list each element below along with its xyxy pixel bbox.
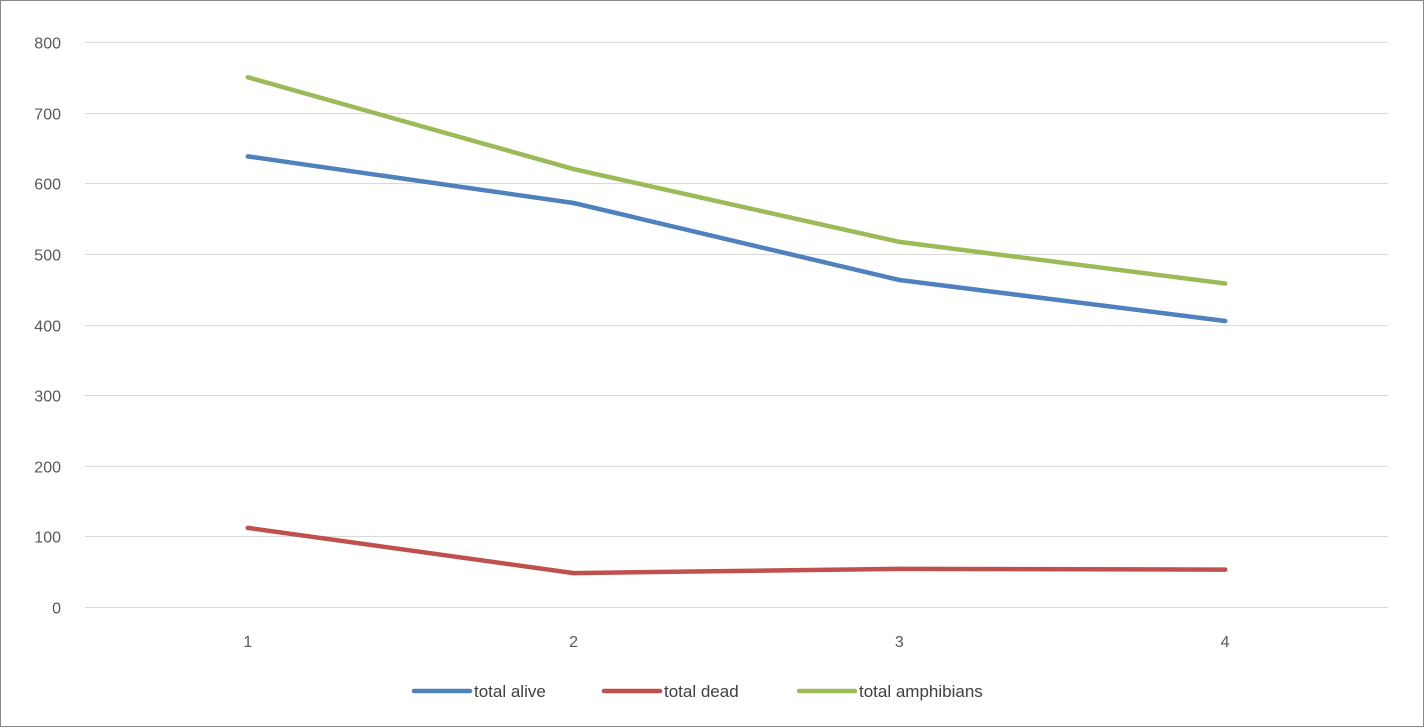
y-tick-label: 800 (34, 36, 61, 53)
x-tick-label: 1 (243, 634, 252, 651)
series-lines (245, 75, 1228, 576)
y-tick-label: 400 (34, 319, 61, 336)
gridlines (85, 42, 1388, 608)
data-point (571, 200, 576, 206)
data-point (897, 277, 902, 283)
x-tick-label: 2 (569, 634, 578, 651)
data-point (1222, 281, 1228, 286)
series-line-total-alive (245, 154, 1228, 324)
data-point (897, 239, 902, 245)
legend-label: total alive (474, 682, 546, 701)
x-tick-label: 3 (895, 634, 904, 651)
legend-label: total amphibians (859, 682, 983, 701)
data-point (571, 166, 576, 172)
x-axis-tick-labels: 1 2 3 4 (243, 634, 1229, 651)
data-point (245, 525, 251, 531)
y-tick-label: 600 (34, 177, 61, 194)
series-line-total-amphibians (245, 75, 1228, 286)
data-point (1222, 567, 1228, 572)
data-point (1222, 318, 1228, 324)
y-tick-label: 0 (52, 601, 61, 618)
series-line-total-dead (245, 525, 1228, 576)
y-axis-tick-labels: 0 100 200 300 400 500 600 700 800 (34, 36, 61, 618)
y-tick-label: 700 (34, 107, 61, 124)
data-point (897, 566, 902, 572)
y-tick-label: 100 (34, 530, 61, 547)
y-tick-label: 200 (34, 460, 61, 477)
data-point (245, 154, 251, 159)
x-tick-label: 4 (1221, 634, 1230, 651)
y-tick-label: 300 (34, 389, 61, 406)
legend: total alive total dead total amphibians (411, 682, 983, 701)
data-point (571, 570, 576, 576)
legend-label: total dead (664, 682, 739, 701)
y-tick-label: 500 (34, 248, 61, 265)
data-point (245, 75, 251, 80)
